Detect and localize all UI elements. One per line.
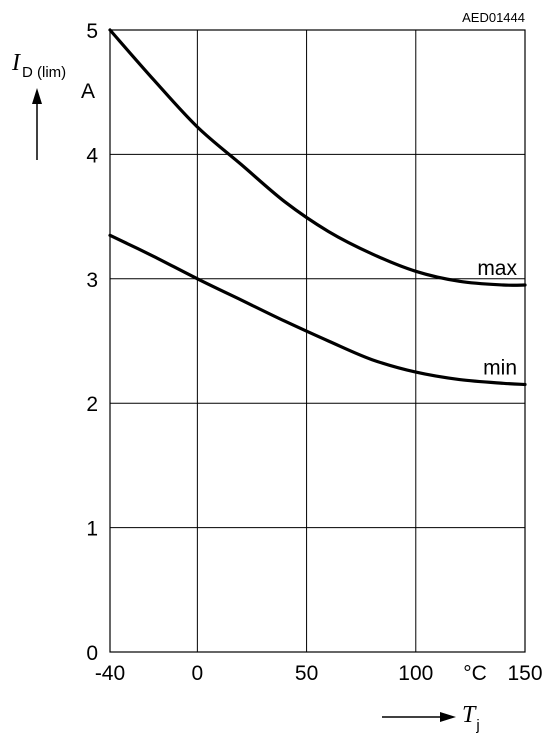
x-tick-label: 50	[295, 662, 318, 685]
y-tick-label: 5	[86, 20, 98, 43]
series-label-max: max	[477, 257, 517, 280]
y-unit-label: A	[81, 80, 95, 103]
series-line-min	[108, 233, 527, 387]
y-axis-subscript: D (lim)	[22, 64, 66, 81]
grid-lines	[110, 30, 525, 652]
x-axis-arrow-head	[440, 712, 456, 722]
series-line-max	[108, 28, 527, 287]
y-tick-label: 0	[86, 642, 98, 665]
y-tick-label: 4	[86, 144, 98, 167]
x-axis-subscript: j	[475, 717, 479, 734]
y-tick-label: 2	[86, 393, 98, 416]
y-tick-label: 3	[86, 269, 98, 292]
series-label-min: min	[483, 357, 517, 380]
y-tick-label: 1	[86, 518, 98, 541]
x-tick-label: -40	[95, 662, 125, 685]
y-tick-labels: 0 1 2 3 4 5	[86, 20, 98, 665]
curves: max min	[108, 28, 527, 387]
x-unit-label: °C	[463, 662, 487, 685]
x-tick-label: 0	[192, 662, 204, 685]
chart-code: AED01444	[462, 10, 525, 25]
x-tick-label: 100	[398, 662, 433, 685]
x-tick-labels: -40 0 50 100 150	[95, 662, 543, 685]
x-axis-label: Tj	[462, 702, 480, 734]
plot-frame	[109, 29, 526, 653]
y-axis-arrow-head	[32, 88, 42, 104]
x-axis-symbol: T	[462, 702, 477, 728]
x-tick-label: 150	[507, 662, 542, 685]
y-axis-symbol: I	[11, 50, 21, 76]
